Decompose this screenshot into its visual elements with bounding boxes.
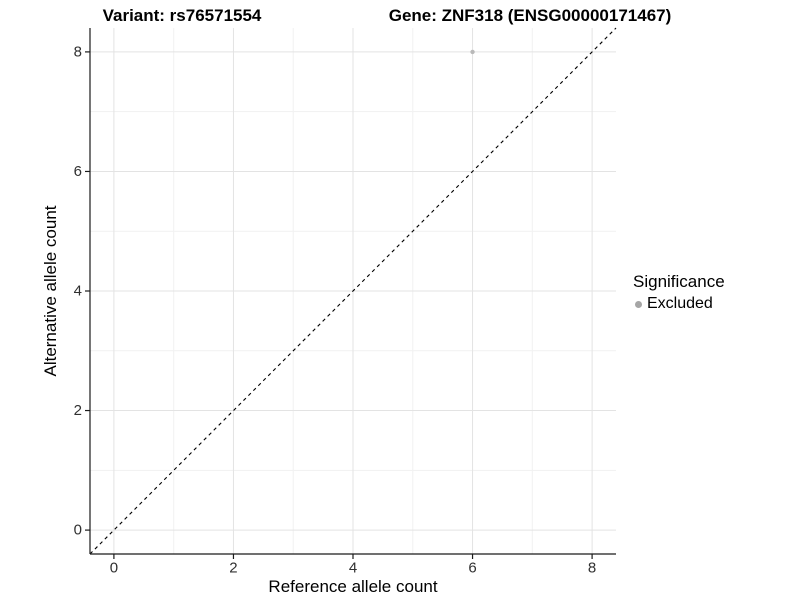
variant-title: Variant: rs76571554 xyxy=(102,6,262,25)
y-tick-label: 4 xyxy=(74,283,82,300)
x-tick-label: 8 xyxy=(588,560,596,577)
legend-item-label: Excluded xyxy=(647,295,713,312)
x-tick-label: 2 xyxy=(229,560,237,577)
legend: Significance Excluded xyxy=(630,272,725,313)
legend-title: Significance xyxy=(633,272,725,291)
identity-reference-line xyxy=(89,27,617,555)
legend-key xyxy=(630,296,647,313)
y-axis-title: Alternative allele count xyxy=(41,205,60,377)
data-point xyxy=(470,49,475,55)
x-tick-label: 4 xyxy=(349,560,357,577)
gene-title: Gene: ZNF318 (ENSG00000171467) xyxy=(388,6,672,25)
x-tick-label: 0 xyxy=(110,560,118,577)
y-tick-label: 0 xyxy=(74,522,82,539)
y-tick-label: 2 xyxy=(74,402,82,419)
y-tick-label: 8 xyxy=(74,43,82,60)
y-tick-label: 6 xyxy=(74,163,82,180)
legend-item-excluded: Excluded xyxy=(630,295,725,313)
x-axis-title: Reference allele count xyxy=(268,577,438,596)
x-tick-label: 6 xyxy=(468,560,476,577)
excluded-point-icon xyxy=(635,300,642,308)
